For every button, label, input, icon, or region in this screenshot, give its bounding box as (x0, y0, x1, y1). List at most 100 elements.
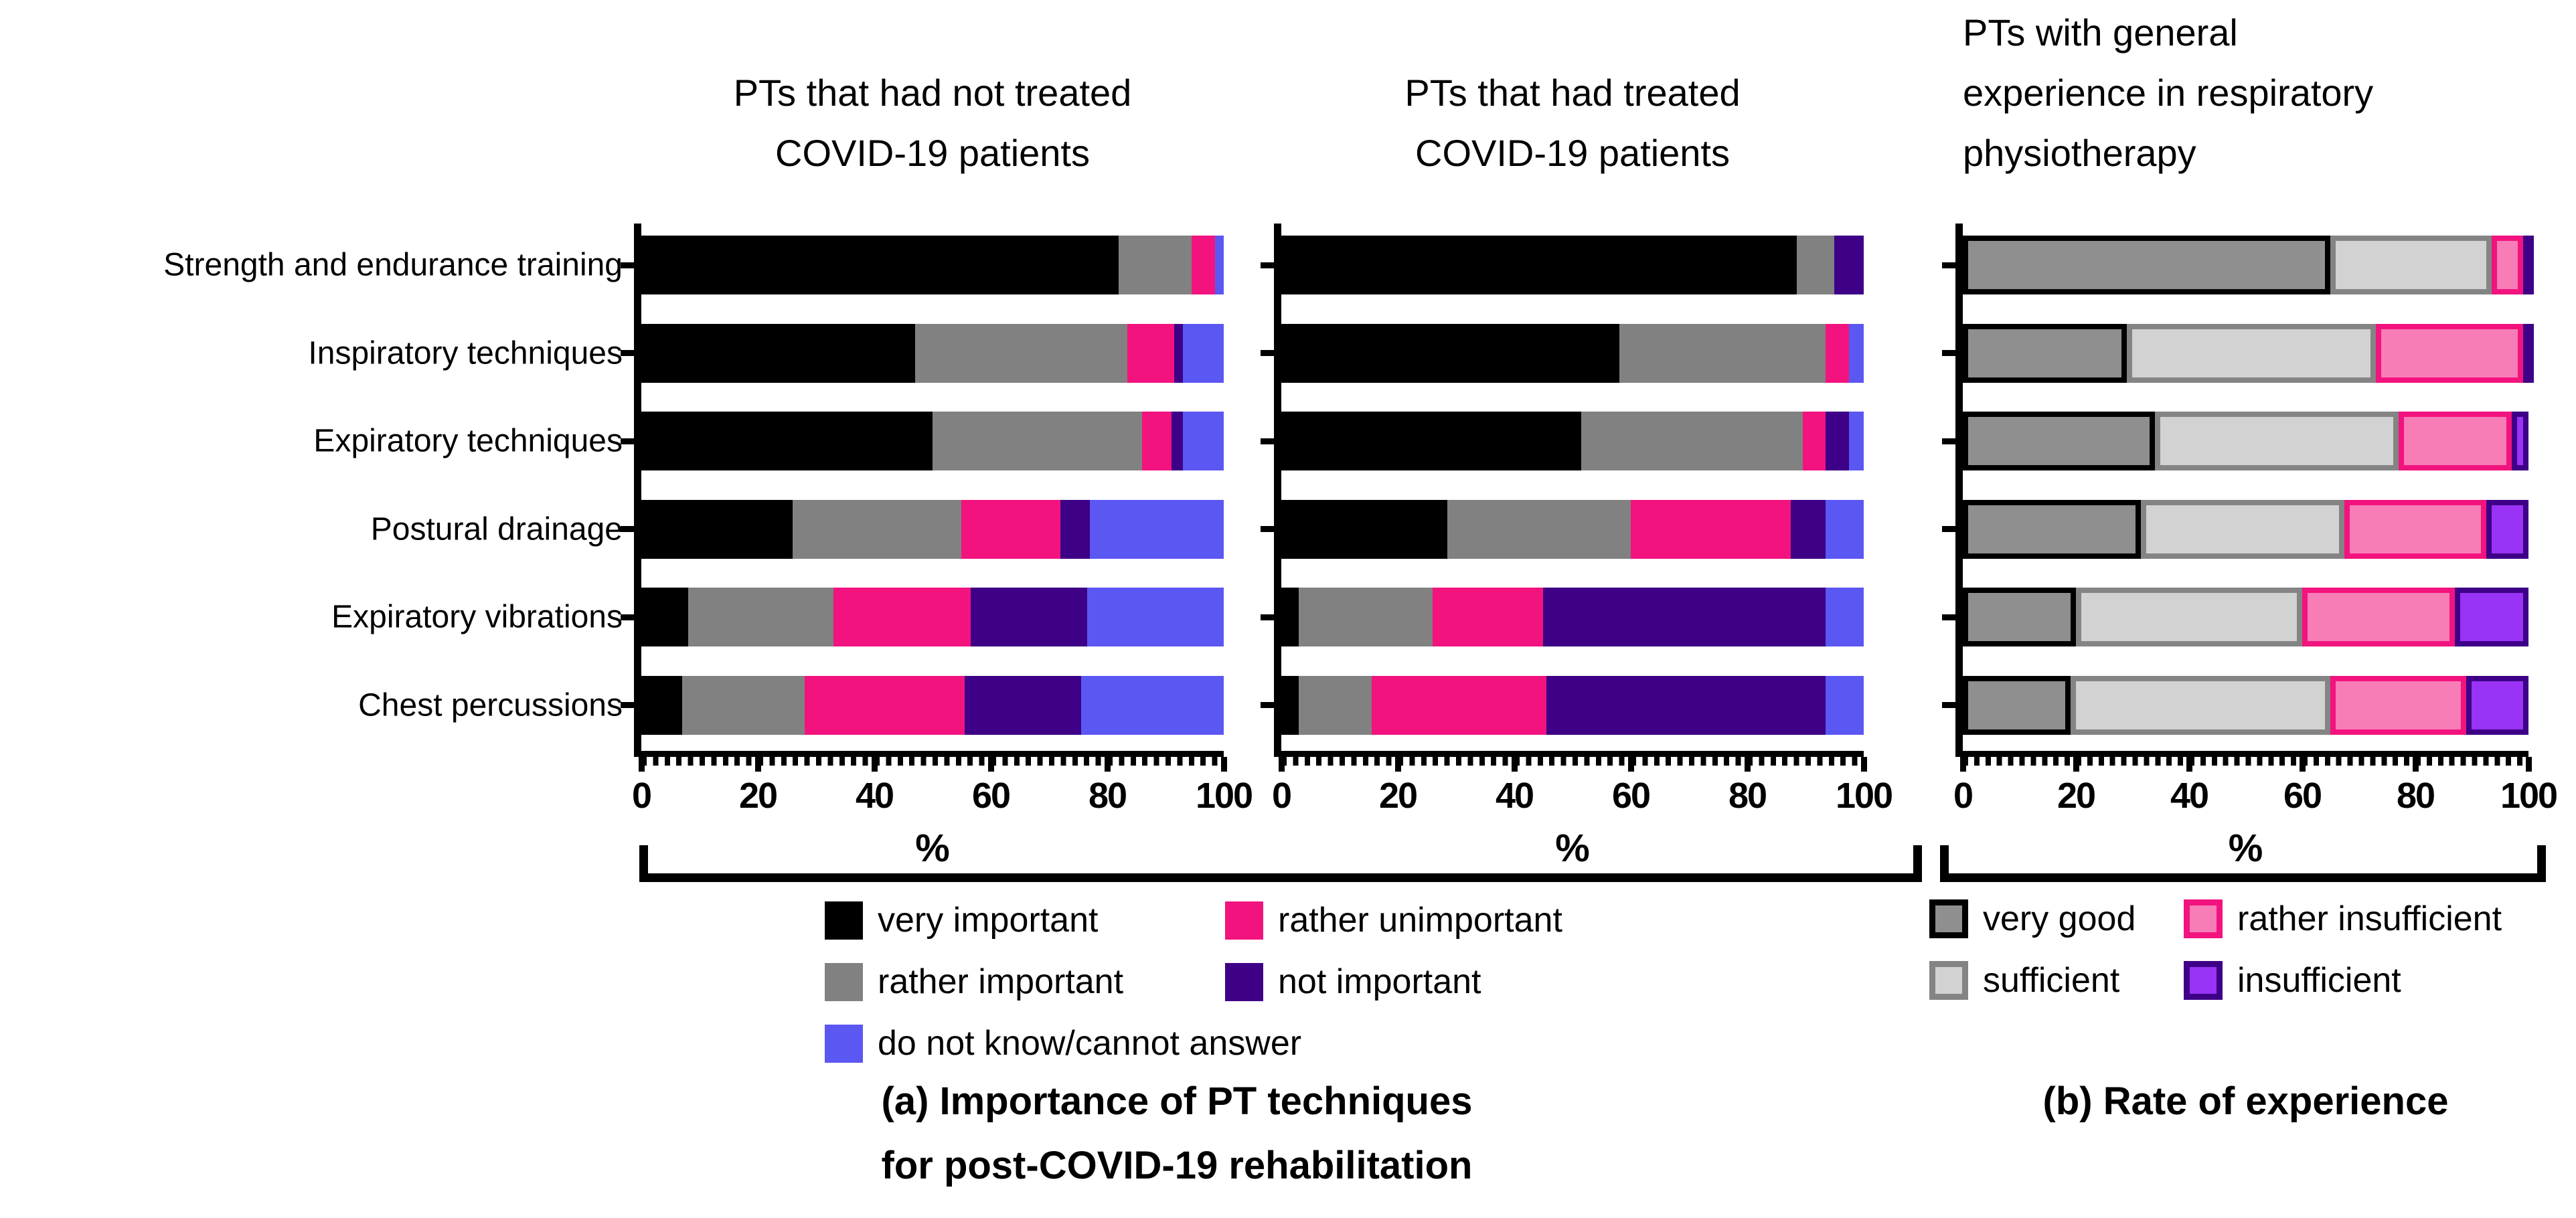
y-axis-tick (621, 262, 634, 268)
x-axis-tick-label: 100 (2500, 776, 2558, 816)
legend-swatch-very-important (825, 901, 863, 940)
panel-not-treated: PTs that had not treated COVID-19 patient… (621, 0, 1253, 1218)
legend-item-rather-insufficient: rather insufficient (2184, 899, 2502, 938)
x-axis-major-tick (2299, 757, 2306, 772)
bar-segment-rather-insufficient (2375, 323, 2523, 383)
panel-title-not-treated: PTs that had not treated COVID-19 patient… (641, 63, 1224, 183)
bar-segment-very-good (1963, 323, 2127, 383)
bar-row (1281, 412, 1864, 470)
bar-segment-not-important (1060, 499, 1090, 559)
panel-title-line: PTs that had treated (1404, 72, 1741, 114)
bar-row (641, 499, 1224, 559)
y-axis-tick (1261, 438, 1274, 444)
bar-segment-rather-important (914, 323, 1128, 383)
x-axis-unit-label: % (915, 826, 950, 870)
x-axis-tick-label: 80 (1088, 776, 1127, 816)
x-axis-unit-label: % (2228, 826, 2263, 870)
bar-segment-sufficient (2076, 588, 2302, 646)
bar-segment-not-important (1543, 588, 1826, 646)
bar-segment-very-important (641, 499, 793, 559)
x-axis-major-tick (1220, 757, 1227, 772)
bar-segment-rather-important (933, 412, 1143, 470)
legend-swatch-do-not-know (825, 1024, 863, 1063)
bar-segment-sufficient (2330, 236, 2492, 294)
bar-segment-rather-important (1447, 499, 1631, 559)
bar-segment-rather-important (1796, 236, 1835, 294)
y-axis-line (1274, 224, 1281, 757)
bar-segment-very-important (1281, 499, 1447, 559)
x-axis-major-tick (2525, 757, 2532, 772)
category-label: Chest percussions (358, 687, 623, 723)
x-axis-major-tick (871, 757, 878, 772)
bar-segment-very-important (1281, 675, 1299, 735)
legend-swatch-rather-insufficient (2184, 899, 2223, 938)
x-axis-line (1274, 751, 1864, 757)
bar-segment-do-not-know (1826, 588, 1864, 646)
legend-label: rather unimportant (1278, 901, 1562, 940)
y-axis-tick (1942, 614, 1955, 620)
bar-segment-rather-important (688, 588, 834, 646)
x-axis-major-tick (1104, 757, 1111, 772)
legend-item-rather-important: rather important (825, 962, 1123, 1001)
x-axis-tick-label: 80 (2396, 776, 2435, 816)
x-axis-tick-label: 60 (1611, 776, 1651, 816)
bar-row (1281, 499, 1864, 559)
bar-segment-not-important (1826, 412, 1850, 470)
bar-segment-do-not-know (1086, 588, 1224, 646)
legend-swatch-very-good (1929, 899, 1968, 938)
y-axis-tick (1942, 262, 1955, 268)
bar-row (1963, 236, 2534, 294)
bar-segment-rather-unimportant (1371, 675, 1546, 735)
x-axis-line (634, 751, 1224, 757)
bar-segment-sufficient (2127, 323, 2376, 383)
bar-segment-very-important (641, 588, 688, 646)
x-axis-tick-label: 60 (971, 776, 1011, 816)
bar-segment-do-not-know (1089, 499, 1224, 559)
legend-label: not important (1278, 962, 1481, 1001)
x-axis-major-tick (1511, 757, 1518, 772)
x-axis-minor-ticks (641, 757, 1224, 766)
y-axis-tick (1942, 526, 1955, 532)
bar-segment-rather-insufficient (2344, 499, 2486, 559)
legend-item-do-not-know: do not know/cannot answer (825, 1024, 1301, 1063)
bar-segment-rather-important (1119, 236, 1192, 294)
bar-row (1963, 675, 2528, 735)
bar-segment-rather-important (793, 499, 962, 559)
x-axis-tick-label: 100 (1195, 776, 1253, 816)
bar-segment-not-important (1171, 412, 1184, 470)
y-axis-tick (1942, 702, 1955, 708)
bar-segment-very-good (1963, 412, 2156, 470)
group-bracket-importance (639, 845, 1922, 882)
x-axis-major-tick (1627, 757, 1634, 772)
y-axis-tick (1261, 702, 1274, 708)
bar-segment-very-good (1963, 675, 2071, 735)
x-axis-tick-label: 20 (738, 776, 778, 816)
legend-swatch-rather-unimportant (1225, 901, 1263, 940)
legend-label: rather insufficient (2237, 899, 2502, 938)
panel-title-experience: PTs with general experience in respirator… (1963, 3, 2528, 183)
bar-segment-rather-unimportant (833, 588, 971, 646)
bar-row (641, 675, 1224, 735)
bar-segment-not-important (1834, 236, 1864, 294)
bar-segment-sufficient (2141, 499, 2345, 559)
bar-segment-insufficient (2466, 675, 2528, 735)
y-axis-tick (621, 438, 634, 444)
bar-row (641, 412, 1224, 470)
panel-treated: PTs that had treated COVID-19 patients 0 2… (1261, 0, 1893, 1218)
bar-segment-do-not-know (1183, 412, 1224, 470)
plot-area-not-treated: 0 20 40 60 80 100% (621, 224, 1253, 870)
panel-title-line: PTs with general (1963, 11, 2238, 54)
x-axis-tick-label: 0 (1953, 776, 1974, 816)
x-axis-major-tick (1860, 757, 1867, 772)
bar-row (1963, 323, 2534, 383)
bar-segment-very-important (641, 323, 915, 383)
bar-segment-insufficient (2522, 323, 2534, 383)
x-axis-tick-label: 0 (631, 776, 652, 816)
bar-segment-rather-unimportant (1802, 412, 1826, 470)
y-axis-line (1955, 224, 1963, 757)
panel-title-line: PTs that had not treated (733, 72, 1132, 114)
bar-segment-very-good (1963, 588, 2076, 646)
legend-item-rather-unimportant: rather unimportant (1225, 901, 1562, 940)
bar-segment-very-good (1963, 499, 2142, 559)
